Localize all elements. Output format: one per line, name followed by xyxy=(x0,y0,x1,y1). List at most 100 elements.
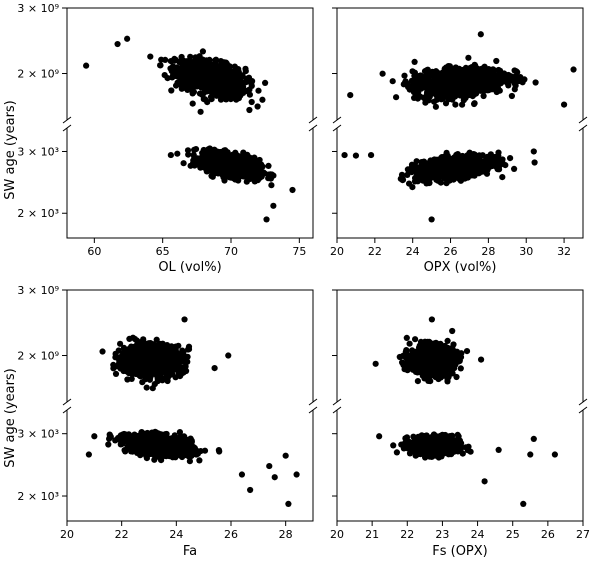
upper-cluster-point xyxy=(248,98,255,106)
outlier-point xyxy=(259,96,266,103)
x-tick-label: 60 xyxy=(87,245,101,258)
lower-cluster-point xyxy=(446,164,453,171)
outlier-point xyxy=(347,91,354,99)
upper-cluster-point xyxy=(197,108,204,115)
upper-cluster-point xyxy=(189,100,196,107)
upper-cluster-point xyxy=(248,80,255,87)
upper-cluster-point xyxy=(451,65,459,72)
upper-cluster-point xyxy=(480,92,487,100)
lower-cluster-point xyxy=(236,166,243,173)
upper-cluster-point xyxy=(195,79,202,86)
upper-cluster-point xyxy=(505,71,512,79)
upper-cluster-point xyxy=(242,79,249,86)
lower-cluster-point xyxy=(230,167,237,174)
lower-cluster-point xyxy=(191,162,198,169)
y-tick-label: 3 × 10³ xyxy=(17,145,59,158)
upper-cluster-point xyxy=(124,376,131,383)
upper-cluster-point xyxy=(174,79,181,86)
upper-cluster-point xyxy=(254,103,261,110)
outlier-point xyxy=(83,62,90,69)
x-tick-label: 20 xyxy=(330,245,344,258)
upper-cluster-point xyxy=(186,82,193,89)
upper-cluster-point xyxy=(414,77,421,84)
upper-cluster-point xyxy=(189,64,196,71)
lower-cluster-point xyxy=(418,159,425,166)
upper-cluster-point xyxy=(226,88,233,95)
lower-cluster-point xyxy=(453,169,460,177)
lower-cluster-point xyxy=(199,153,206,160)
y-tick-label: 2 × 10³ xyxy=(17,207,59,220)
lower-cluster-point xyxy=(432,169,439,176)
upper-cluster-point xyxy=(217,83,224,90)
upper-cluster-point xyxy=(432,103,439,110)
x-tick-label: 65 xyxy=(156,245,170,258)
lower-cluster-point xyxy=(424,161,431,168)
upper-cluster-point xyxy=(471,100,478,108)
lower-cluster-point xyxy=(412,175,419,182)
outlier-point xyxy=(367,151,375,159)
x-tick-label: 28 xyxy=(481,245,495,258)
lower-cluster-point xyxy=(232,176,239,183)
upper-cluster-point xyxy=(521,76,528,83)
upper-cluster-point xyxy=(143,384,150,391)
upper-cluster-point xyxy=(145,340,152,347)
upper-cluster-point xyxy=(402,79,409,86)
lower-cluster-point xyxy=(190,151,197,159)
lower-cluster-point xyxy=(200,146,207,154)
lower-cluster-point xyxy=(220,172,227,180)
lower-cluster-point xyxy=(464,152,471,159)
upper-cluster-point xyxy=(187,74,194,81)
lower-cluster-point xyxy=(212,165,219,172)
lower-cluster-point xyxy=(423,180,430,187)
lower-cluster-point xyxy=(258,169,265,176)
upper-cluster-point xyxy=(440,69,447,76)
upper-cluster-point xyxy=(231,63,238,70)
lower-cluster-point xyxy=(265,162,272,169)
upper-cluster-point xyxy=(470,87,477,94)
outlier-point xyxy=(530,148,537,155)
upper-cluster-point xyxy=(168,343,175,350)
upper-cluster-point xyxy=(240,87,247,94)
upper-cluster-point xyxy=(158,366,165,373)
upper-cluster-point xyxy=(262,79,269,86)
outlier-point xyxy=(570,66,577,73)
x-tick-label: 70 xyxy=(224,245,238,258)
upper-cluster-point xyxy=(164,75,171,82)
outlier-point xyxy=(352,152,360,159)
upper-cluster-point xyxy=(185,58,193,65)
axis-break-mark xyxy=(308,124,318,132)
outlier-point xyxy=(270,202,277,209)
upper-cluster-point xyxy=(224,74,231,81)
upper-cluster-point xyxy=(224,64,231,71)
lower-cluster-point xyxy=(399,177,406,184)
upper-cluster-point xyxy=(142,375,149,382)
upper-cluster-point xyxy=(493,57,500,65)
x-tick-label: 22 xyxy=(368,245,382,258)
upper-cluster-point xyxy=(212,56,220,63)
axis-break-mark xyxy=(62,124,72,132)
upper-cluster-point xyxy=(255,87,262,94)
upper-cluster-point xyxy=(230,81,237,88)
lower-cluster-point xyxy=(483,154,490,161)
lower-cluster-point xyxy=(460,159,467,167)
upper-frame xyxy=(66,7,314,120)
lower-cluster-point xyxy=(411,162,418,169)
upper-cluster-point xyxy=(154,356,161,363)
upper-cluster-point xyxy=(199,74,206,81)
upper-cluster-point xyxy=(132,365,139,372)
lower-cluster-point xyxy=(234,152,241,159)
lower-cluster-point xyxy=(435,177,442,184)
upper-cluster-point xyxy=(237,81,244,88)
outlier-point xyxy=(477,31,484,38)
upper-cluster-point xyxy=(138,358,145,365)
lower-cluster-point xyxy=(433,156,441,163)
upper-cluster-point xyxy=(435,95,442,102)
upper-cluster-point xyxy=(401,72,408,79)
lower-cluster-point xyxy=(425,170,433,177)
upper-cluster-point xyxy=(122,359,129,366)
upper-cluster-point xyxy=(193,70,200,77)
upper-cluster-point xyxy=(447,86,454,94)
upper-cluster-point xyxy=(169,359,176,366)
lower-cluster-point xyxy=(205,150,212,157)
upper-cluster-point xyxy=(443,78,450,86)
